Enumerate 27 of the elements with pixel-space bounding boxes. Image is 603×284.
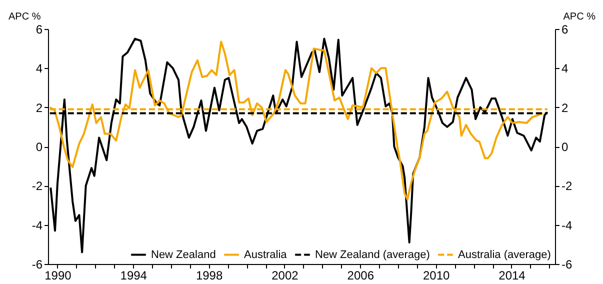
x-tick-label: 1990 xyxy=(44,268,72,282)
x-tick-label: 2006 xyxy=(347,268,374,282)
y-tick-label: 0 xyxy=(36,140,43,154)
legend-label: Australia (average) xyxy=(458,248,551,261)
x-tick-label: 1994 xyxy=(120,268,148,282)
y2-tick-label: -6 xyxy=(562,258,572,272)
y2-axis-title: APC % xyxy=(563,12,596,22)
y-tick-label: -4 xyxy=(32,218,43,232)
y2-tick-label: 0 xyxy=(562,140,568,154)
y-tick-label: 2 xyxy=(36,100,43,115)
y-tick-label: 6 xyxy=(36,22,43,36)
y2-tick-label: 6 xyxy=(562,22,568,36)
y2-tick-label: 4 xyxy=(562,62,568,76)
y2-tick-label: -2 xyxy=(562,179,572,194)
y-tick-label: -6 xyxy=(32,258,43,272)
y2-tick-label: -4 xyxy=(562,218,572,232)
y-axis-title: APC % xyxy=(8,12,41,22)
legend-label: New Zealand (average) xyxy=(315,248,430,261)
legend-label: Australia xyxy=(244,248,288,261)
y2-tick-label: 2 xyxy=(562,100,568,115)
x-tick-label: 2002 xyxy=(272,268,299,282)
x-tick-label: 2010 xyxy=(422,268,450,282)
legend-label: New Zealand xyxy=(151,248,216,261)
y-tick-label: 4 xyxy=(36,62,43,76)
x-tick-label: 2014 xyxy=(498,268,526,282)
x-tick-label: 1998 xyxy=(196,268,223,282)
y-tick-label: -2 xyxy=(32,179,43,194)
